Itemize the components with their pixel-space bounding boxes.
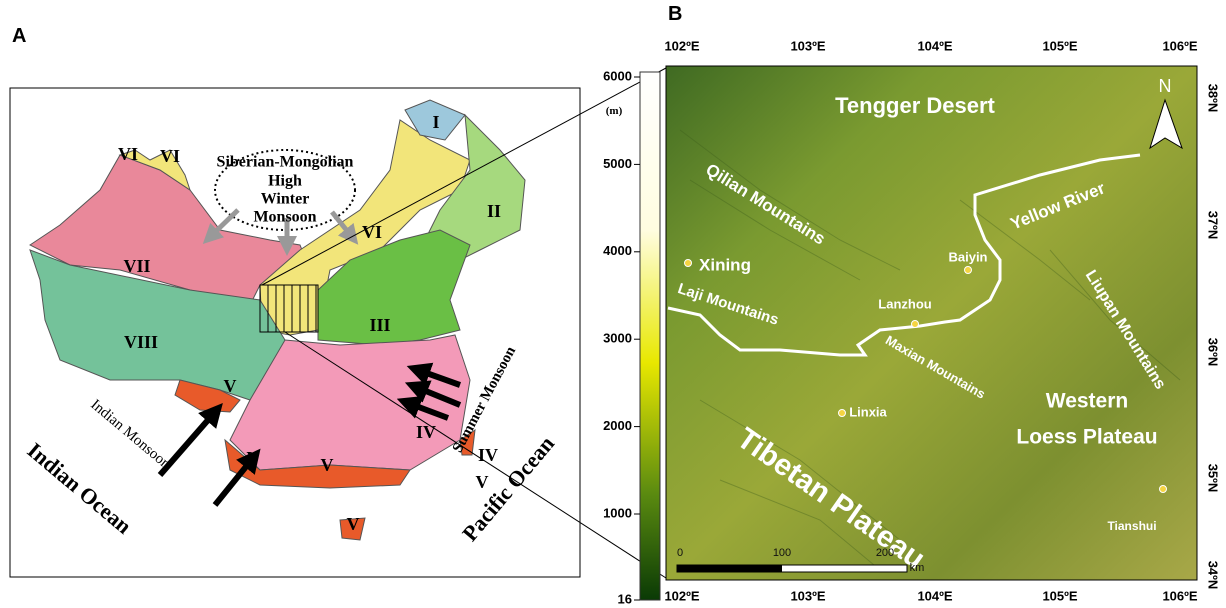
lon-label: 104ºE [917,38,952,53]
region-label: VI [118,144,138,164]
place-dot [1160,486,1167,493]
region-label: IV [416,422,436,442]
scale-label: 200 [876,547,894,559]
lat-label: 36ºN [1206,338,1221,367]
colorbar-tick-label: 6000 [603,68,632,83]
region-label: V [347,514,360,534]
panel-label: A [12,25,26,47]
colorbar-tick-label: 16 [618,591,632,606]
place-label: Tengger Desert [835,93,995,118]
region-label: VIII [124,332,158,352]
place-label: Lanzhou [878,296,931,311]
lon-label: 103ºE [790,588,825,603]
lon-label: 105ºE [1042,38,1077,53]
region-label: VII [123,256,150,276]
place-dot [912,321,919,328]
lon-label: 102ºE [664,38,699,53]
place-dot [685,260,692,267]
colorbar-unit: (m) [606,105,623,117]
pressure-label: Siberian-Mongolian [217,154,354,171]
colorbar-tick-label: 3000 [603,331,632,346]
place-label: Linxia [849,404,887,419]
lon-label: 103ºE [790,38,825,53]
place-dot [965,267,972,274]
scale-label: 100 [773,547,791,559]
region-label: VI [160,146,180,166]
scale-unit: km [910,562,925,574]
region-label: V [321,455,334,475]
region-label: V [247,448,260,468]
colorbar-tick-label: 5000 [603,156,632,171]
pressure-label: High [268,173,302,190]
monsoon-label: Monsoon [253,209,316,226]
figure: Siberian-MongolianHighWinterMonsoonIIIII… [0,0,1226,608]
panel-label: B [668,3,682,25]
place-label: Baiyin [948,249,987,264]
place-label: Western [1046,390,1128,413]
lon-label: 104ºE [917,588,952,603]
colorbar-tick-label: 4000 [603,243,632,258]
region-label: VI [362,222,382,242]
lat-label: 34ºN [1206,561,1221,590]
monsoon-label: Winter [261,191,310,208]
colorbar-tick-label: 1000 [603,505,632,520]
lon-label: 105ºE [1042,588,1077,603]
lat-label: 37ºN [1206,211,1221,240]
lon-label: 106ºE [1162,38,1197,53]
region-label: V [224,376,237,396]
place-dot [839,410,846,417]
region-label: V [476,472,489,492]
place-label: Tianshui [1107,519,1156,533]
region-label: IV [478,445,498,465]
study-area-box [260,285,318,332]
lat-label: 38ºN [1206,84,1221,113]
scale-label: 0 [677,547,683,559]
place-label: Loess Plateau [1016,426,1157,449]
lon-label: 102ºE [664,588,699,603]
region-label: III [369,315,390,335]
lat-label: 35ºN [1206,464,1221,493]
scale-bar [677,565,782,572]
region-label: II [487,201,501,221]
colorbar [640,72,660,600]
place-label: Xining [699,255,751,274]
region-label: I [432,112,439,132]
lon-label: 106ºE [1162,588,1197,603]
north-label: N [1159,76,1172,96]
colorbar-tick-label: 2000 [603,418,632,433]
